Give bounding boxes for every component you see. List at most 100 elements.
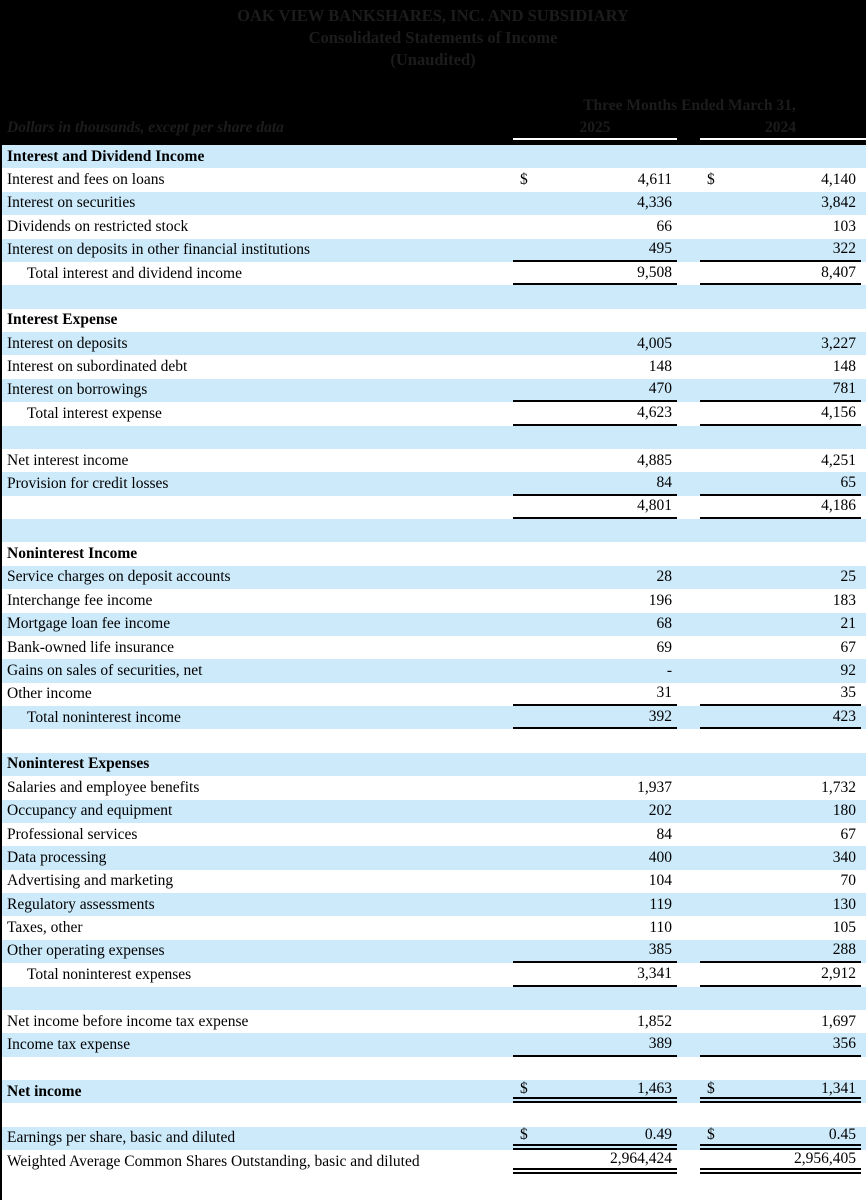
cell-value: 392 [648, 707, 672, 725]
right-padding [861, 1150, 866, 1173]
value-cell-2024 [700, 309, 861, 332]
row-label: Occupancy and equipment [7, 802, 173, 820]
table-row: Noninterest Expenses [2, 752, 866, 777]
cell-value: - [666, 661, 672, 679]
cell-value: 340 [832, 848, 856, 866]
column-gap [677, 683, 700, 706]
value-cell-2025 [513, 542, 677, 565]
cell-value: 67 [840, 638, 857, 656]
cell-value: 1,463 [637, 1079, 672, 1097]
value-cell-2025 [513, 1103, 677, 1126]
cell-value: 4,186 [821, 497, 856, 515]
cell-value: 119 [649, 895, 672, 913]
value-cell-2025 [513, 426, 677, 449]
column-gap [677, 285, 700, 308]
value-cell-2025 [513, 987, 677, 1010]
title-block: OAK VIEW BANKSHARES, INC. AND SUBSIDIARY… [0, 0, 866, 71]
table-row: Net income before income tax expense 1,85… [2, 1009, 866, 1034]
row-label: Total interest expense [27, 404, 162, 422]
year-underline-bar [700, 138, 866, 140]
cell-value: 356 [832, 1034, 856, 1052]
value-cell-2025: 400 [513, 846, 677, 869]
value-cell-2024 [700, 426, 861, 449]
right-padding [861, 1010, 866, 1033]
value-cell-2025: 4,005 [513, 332, 677, 355]
value-cell-2025: 110 [513, 916, 677, 939]
table-row: Interest on borrowings 470 781 [2, 378, 866, 403]
column-gap [677, 379, 700, 402]
value-cell-2025: 392 [513, 706, 677, 730]
value-cell-2024 [700, 145, 861, 168]
right-padding [861, 589, 866, 612]
cell-value: 1,697 [821, 1012, 856, 1030]
cell-value: 4,336 [637, 194, 672, 212]
row-label: Professional services [7, 825, 138, 843]
value-cell-2024: 340 [700, 846, 861, 869]
dollar-sign: $ [707, 1126, 715, 1144]
column-gap [677, 426, 700, 449]
value-cell-2024: 1,697 [700, 1010, 861, 1033]
column-gap [677, 893, 700, 916]
cell-value: 288 [832, 941, 856, 959]
column-gap [677, 192, 700, 215]
right-padding [861, 426, 866, 449]
year-column-label-2025: 2025 [579, 119, 611, 136]
value-cell-2024 [700, 987, 861, 1010]
table-row: Weighted Average Common Shares Outstandi… [2, 1150, 866, 1174]
row-label: Data processing [7, 848, 107, 866]
cell-value: 389 [648, 1034, 672, 1052]
table-row: Salaries and employee benefits 1,937 1,732 [2, 776, 866, 800]
column-gap [677, 262, 700, 285]
value-cell-2024: $0.45 [700, 1126, 861, 1151]
right-padding [861, 519, 866, 542]
cell-value: 105 [832, 919, 856, 937]
table-row: Bank-owned life insurance 69 67 [2, 635, 866, 660]
right-padding [861, 566, 866, 589]
value-cell-2024: 2,956,405 [700, 1150, 861, 1174]
row-label: Net income before income tax expense [7, 1012, 249, 1030]
value-cell-2024: 8,407 [700, 262, 861, 286]
value-cell-2024: 103 [700, 215, 861, 238]
cell-value: 66 [656, 217, 673, 235]
cell-value: 67 [840, 825, 857, 843]
row-label: Weighted Average Common Shares Outstandi… [7, 1152, 420, 1170]
value-cell-2024: 288 [700, 940, 861, 964]
value-cell-2025: 66 [513, 215, 677, 238]
value-cell-2024: 322 [700, 239, 861, 262]
row-label: Net interest income [7, 451, 129, 469]
column-gap [677, 916, 700, 939]
cell-value: 28 [656, 568, 673, 586]
dollar-sign: $ [707, 171, 715, 189]
row-label: Interest on borrowings [7, 381, 148, 399]
value-cell-2024: 92 [700, 659, 861, 682]
value-cell-2024 [700, 1103, 861, 1126]
row-label: Interest and fees on loans [7, 171, 165, 189]
value-cell-2024: 3,227 [700, 332, 861, 355]
value-cell-2024: 21 [700, 613, 861, 636]
column-gap [677, 239, 700, 262]
row-label: Provision for credit losses [7, 474, 169, 492]
table-row: Mortgage loan fee income 68 21 [2, 612, 866, 636]
row-label: Noninterest Expenses [7, 755, 150, 773]
table-row: Noninterest Income [2, 542, 866, 566]
value-cell-2025: $1,463 [513, 1079, 677, 1104]
cell-value: 4,611 [637, 171, 672, 189]
value-cell-2024: 148 [700, 355, 861, 378]
right-padding [861, 402, 866, 425]
table-row: Net interest income 4,885 4,251 [2, 448, 866, 473]
row-label: Taxes, other [7, 919, 83, 937]
row-label: Interchange fee income [7, 591, 153, 609]
cell-value: 180 [832, 802, 856, 820]
right-padding [861, 706, 866, 729]
dollar-sign: $ [707, 1079, 715, 1097]
column-gap [677, 566, 700, 589]
column-gap [677, 613, 700, 636]
cell-value: 4,156 [821, 403, 856, 421]
table-row: Income tax expense 389 356 [2, 1033, 866, 1057]
right-padding [861, 145, 866, 168]
column-gap [677, 1127, 700, 1150]
cell-value: 4,251 [821, 451, 856, 469]
column-gap [677, 1010, 700, 1033]
row-label: Gains on sales of securities, net [7, 661, 203, 679]
right-padding [861, 309, 866, 332]
